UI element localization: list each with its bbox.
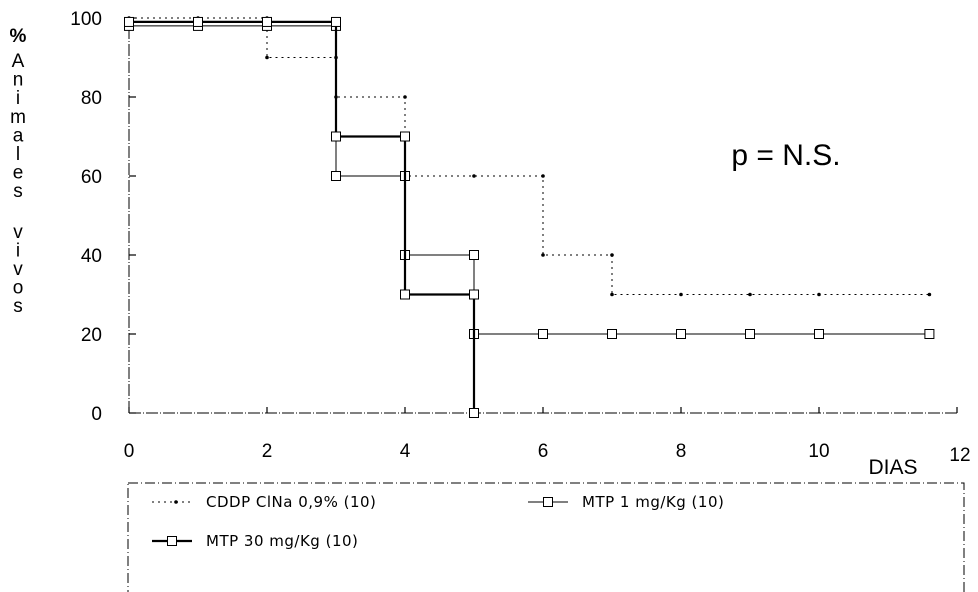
legend-item: MTP 1 mg/Kg (10): [528, 493, 724, 511]
x-axis-label: DIAS: [868, 456, 917, 479]
y-label-char: a: [13, 125, 24, 146]
y-tick-label: 80: [81, 88, 102, 109]
data-point: [403, 95, 407, 99]
x-tick-label: 10: [808, 441, 829, 462]
data-point: [331, 131, 341, 142]
data-point: [679, 292, 683, 297]
y-label-char: A: [12, 51, 25, 72]
y-tick-label: 40: [81, 246, 102, 267]
legend: CDDP ClNa 0,9% (10) MTP 1 mg/Kg (10) MTP 3…: [127, 482, 965, 592]
data-point: [607, 329, 617, 339]
x-tick-label: 2: [262, 441, 273, 462]
legend-marker: [174, 500, 178, 504]
legend-box: [127, 482, 965, 592]
data-point: [610, 292, 614, 297]
x-tick-label: 8: [676, 441, 687, 462]
legend-label: MTP 1 mg/Kg (10): [582, 493, 724, 511]
data-point: [400, 289, 410, 300]
data-point: [472, 174, 476, 178]
y-label-char: s: [13, 296, 23, 317]
data-point: [265, 55, 269, 60]
data-point: [817, 292, 821, 297]
y-label-char: o: [13, 278, 24, 299]
legend-marker: [543, 497, 553, 507]
data-point: [748, 292, 752, 297]
data-point: [262, 16, 272, 27]
data-point: [541, 253, 545, 257]
series-2: [124, 16, 479, 418]
y-label-char: v: [13, 222, 23, 243]
data-point: [814, 329, 824, 339]
y-tick-label: 60: [81, 167, 102, 188]
y-label-char: n: [13, 70, 24, 91]
y-label-char: m: [10, 107, 26, 128]
y-label-percent: %: [10, 26, 27, 47]
legend-label: CDDP ClNa 0,9% (10): [206, 493, 376, 511]
series-group: [124, 16, 935, 418]
y-label-char: s: [13, 181, 23, 202]
data-point: [469, 250, 479, 260]
y-tick-label: 20: [81, 325, 102, 346]
axes: [128, 17, 958, 414]
data-point: [541, 174, 545, 178]
data-point: [676, 329, 686, 339]
x-tick-label: 6: [538, 441, 549, 462]
y-label-char: l: [16, 144, 20, 165]
x-tick-label: 0: [124, 441, 135, 462]
y-label-char: v: [13, 259, 23, 280]
data-point: [610, 253, 614, 257]
data-point: [193, 16, 203, 27]
legend-items: CDDP ClNa 0,9% (10) MTP 1 mg/Kg (10) MTP 3…: [152, 493, 724, 550]
series-1: [124, 20, 935, 339]
data-point: [927, 292, 932, 297]
data-point: [331, 171, 341, 181]
legend-label: MTP 30 mg/Kg (10): [206, 532, 358, 550]
y-tick-label: 100: [70, 9, 102, 30]
y-tick-label: 0: [91, 404, 102, 425]
y-label-char: i: [16, 240, 20, 261]
x-tick-labels: 0 2 4 6 8 10 12: [124, 441, 971, 466]
data-point: [924, 329, 935, 339]
legend-item: CDDP ClNa 0,9% (10): [152, 493, 376, 511]
data-point: [745, 329, 755, 339]
series-line: [129, 20, 476, 413]
series-line: [129, 25, 930, 335]
data-point: [538, 329, 548, 339]
y-label-char: i: [16, 88, 20, 109]
data-point: [400, 131, 410, 142]
y-tick-labels: 0 20 40 60 80 100: [70, 9, 102, 425]
x-tick-label: 12: [949, 445, 970, 466]
data-point: [124, 16, 134, 27]
data-point: [469, 289, 479, 300]
legend-item: MTP 30 mg/Kg (10): [152, 532, 358, 550]
data-point: [469, 408, 479, 418]
legend-marker: [167, 536, 177, 546]
y-label-char: e: [13, 163, 24, 184]
p-value-annotation: p = N.S.: [731, 139, 840, 172]
x-tick-label: 4: [400, 441, 411, 462]
data-point: [331, 16, 341, 27]
